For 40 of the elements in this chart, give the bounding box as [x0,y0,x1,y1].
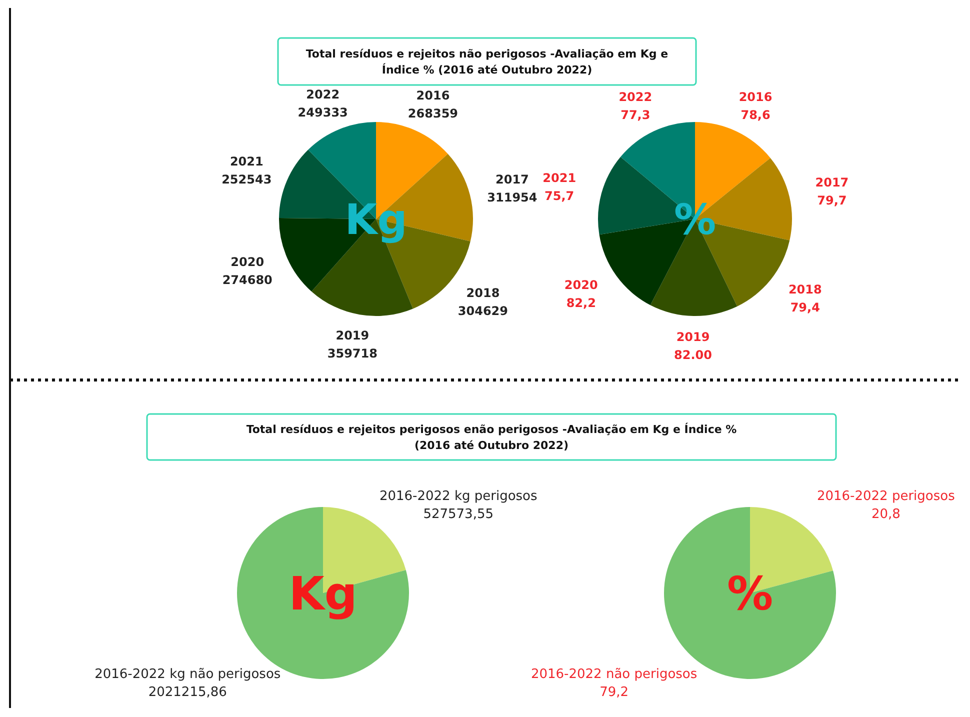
data-label: 311954 [487,190,538,205]
slice-label: 2022 [306,87,340,102]
data-label: 252543 [222,172,272,187]
data-label: 2021215,86 [148,684,227,700]
slice-label: 2016-2022 kg perigosos [379,489,538,504]
data-label: 527573,55 [423,507,494,522]
data-label: 304629 [458,304,508,318]
chart-title: Total resíduos e rejeitos perigosos enão perigosos -Avaliação em Kg e Índice % (2016 até Outubro 2022) [246,422,737,452]
data-label: 82.00 [674,348,712,362]
data-label: 79,2 [600,684,629,700]
slice-label: 2016 [416,88,450,103]
data-label: 79,4 [790,300,820,314]
slice-label: 2016-2022 não perigosos [530,666,698,682]
slice-label: 2021 [230,154,264,169]
data-label: 78,6 [740,108,770,122]
slice-label: 2020 [564,278,598,292]
slice-label: 2016-2022 perigosos [816,489,956,504]
data-label: 75,7 [544,188,574,203]
data-label: 20,8 [871,507,900,522]
slice-label: 2020 [230,254,264,269]
slice-label: 2018 [466,286,500,300]
data-label: 249333 [298,105,348,120]
slice-label: 2017 [496,172,529,187]
slice-label: 2019 [336,328,370,342]
slice-label: 2021 [542,170,576,185]
slice-label: 2016-2022 kg não perigosos [94,666,281,682]
slice-label: 2016 [738,90,772,104]
data-label: 77,3 [620,108,650,122]
data-label: 274680 [222,272,272,287]
data-label: 79,7 [817,193,847,208]
slice-label: 2019 [676,330,710,344]
text: Kg [288,566,358,621]
slice-label: 2022 [618,90,652,104]
data-label: 82,2 [566,296,596,310]
slice-label: 2018 [788,282,822,296]
data-label: 359718 [327,346,378,360]
slice-label: 2017 [815,175,849,190]
data-label: 268359 [408,106,458,121]
chart-title: Total resíduos e rejeitos não perigosos -Avaliação em Kg e Índice % (2016 até Outubro 2022) [306,48,668,76]
text: % [726,566,774,621]
